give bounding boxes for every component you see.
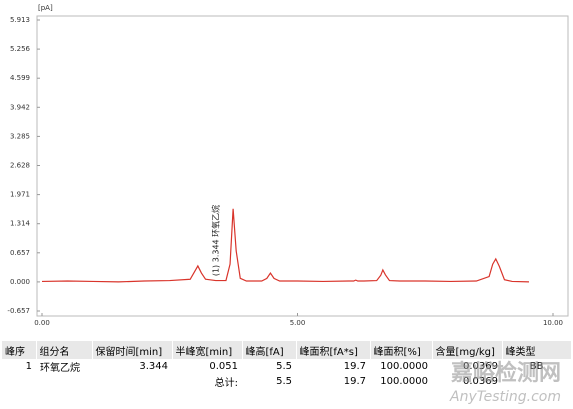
y-tick-label: 4.599 — [10, 74, 30, 82]
table-cell: 1 — [25, 361, 32, 372]
table-cell — [36, 374, 92, 389]
table-cell — [92, 374, 172, 389]
y-tick-label: 1.971 — [10, 191, 30, 199]
y-tick-label: 3.942 — [10, 103, 30, 111]
plot-frame — [36, 15, 569, 317]
table-row: 总计: 5.5 19.7 100.0000 0.0369 — [2, 374, 571, 389]
column-header: 组分名 — [36, 341, 93, 359]
y-tick-label: 0.657 — [10, 249, 30, 257]
watermark-subtitle: AnyTesting.com — [450, 389, 561, 405]
table-cell: 19.7 — [343, 376, 366, 387]
table-body: 1 环氧乙烷 3.344 0.051 5.5 19.7 100.0000 0.0369 BB 总计… — [2, 359, 571, 389]
table-cell: 0.051 — [209, 361, 238, 372]
table-cell: BB — [529, 361, 544, 372]
table-cell — [2, 374, 36, 389]
column-header: 半峰宽[min] — [172, 341, 243, 359]
chart: [pA] -0.657 0.000 0.657 1.314 1.971 2.628 3.28… — [7, 4, 569, 327]
header-row: 峰序 组分名 保留时间[min] 半峰宽[min] 峰高[fA] 峰面积[fA*s] 峰面积… — [2, 341, 572, 359]
column-header: 峰类型 — [502, 341, 572, 359]
table-cell: 0.0369 — [463, 361, 498, 372]
y-tick-label: 3.285 — [10, 132, 30, 140]
column-header: 含量[mg/kg] — [432, 341, 503, 359]
x-tick-label: 5.00 — [290, 319, 306, 327]
table-cell: 100.0000 — [380, 361, 428, 372]
table-cell: 19.7 — [343, 361, 366, 372]
y-tick-label: 5.913 — [10, 16, 30, 24]
column-header: 峰序 — [2, 341, 37, 359]
column-header: 保留时间[min] — [92, 341, 173, 359]
peak-annotation: (1) 3.344 环氧乙烷 — [211, 205, 221, 276]
y-tick-label: 5.256 — [10, 45, 31, 53]
column-header: 峰高[fA] — [242, 341, 297, 359]
result-table: 峰序 组分名 保留时间[min] 半峰宽[min] 峰高[fA] 峰面积[fA*s] 峰面积… — [2, 341, 572, 389]
y-tick-label: 0.000 — [10, 278, 30, 286]
y-tick-label: 1.314 — [10, 220, 31, 228]
table-cell: 100.0000 — [380, 376, 428, 387]
x-tick-label: 10.00 — [543, 319, 563, 327]
chromatogram-line — [41, 208, 529, 283]
x-tick-label: 0.00 — [34, 319, 50, 327]
table-cell: 3.344 — [139, 361, 168, 372]
table-cell: 环氧乙烷 — [40, 363, 80, 374]
table-row: 1 环氧乙烷 3.344 0.051 5.5 19.7 100.0000 0.0369 BB — [2, 359, 571, 374]
column-header: 峰面积[fA*s] — [296, 341, 371, 359]
watermark-title: 嘉峪检测网 — [450, 361, 561, 386]
column-header: 峰面积[%] — [370, 341, 433, 359]
y-axis-label: [pA] — [38, 4, 53, 12]
y-tick-label: -0.657 — [7, 307, 30, 315]
table-cell: 5.5 — [276, 361, 292, 372]
y-tick-label: 2.628 — [10, 162, 30, 170]
table-cell: 5.5 — [276, 376, 292, 387]
table-cell: 0.0369 — [463, 376, 498, 387]
table-cell: 总计: — [214, 378, 238, 389]
